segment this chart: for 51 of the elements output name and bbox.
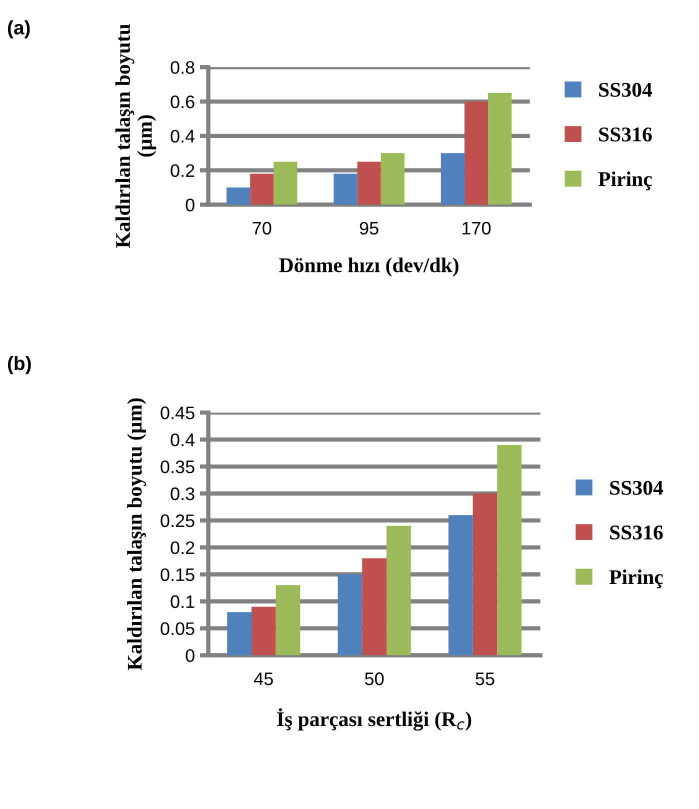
y-tick-label: 0 (186, 198, 194, 212)
bar (251, 606, 276, 656)
bar (362, 558, 386, 656)
x-axis-title: İş parçası sertliği (R$_{c}$) (277, 708, 472, 731)
bar (440, 153, 464, 205)
x-tick-label: 70 (252, 222, 272, 235)
y-axis-title: Kaldırılan talaşın boyutu (µm) (127, 398, 146, 670)
bar (488, 92, 512, 205)
y-tick-label: 0.3 (170, 487, 194, 500)
bar (464, 102, 488, 205)
y-tick-label: 0.25 (160, 514, 194, 528)
bar (250, 174, 274, 205)
y-tick-label: 0.6 (170, 95, 194, 108)
x-tick-label: 95 (360, 222, 378, 235)
legend-label: SS316 (599, 128, 652, 142)
text: (b) (8, 356, 31, 374)
x-axis-title: Dönme hızı (dev/dk) (279, 258, 458, 277)
text: (a) (8, 20, 30, 38)
y-tick-label: 0.4 (170, 433, 195, 446)
y-tick-label: 0.4 (170, 130, 195, 143)
bar (497, 444, 522, 656)
bar (472, 493, 498, 656)
y-tick-label: 0.15 (160, 568, 194, 582)
y-tick-label: 0 (186, 649, 194, 662)
bar (227, 612, 252, 656)
y-tick-label: 0.45 (160, 406, 194, 420)
y-axis-title: Kaldırılan talaşın boyutu (µm) (115, 24, 156, 248)
bar (334, 174, 358, 205)
y-tick-label: 0.1 (170, 595, 194, 608)
legend-label: Pirinç (598, 171, 652, 190)
legend-label: Pirinç (609, 570, 663, 588)
bar (276, 585, 300, 656)
y-tick-label: 0.8 (170, 61, 194, 74)
bar (338, 574, 362, 656)
bar (380, 153, 404, 205)
y-tick-label: 0.05 (160, 622, 194, 636)
legend-label: SS316 (610, 526, 663, 540)
x-tick-label: 170 (462, 222, 491, 235)
legend-label: SS304 (599, 82, 652, 97)
bar (448, 515, 473, 656)
x-tick-label: 45 (254, 672, 273, 686)
y-tick-label: 0.35 (160, 460, 194, 474)
bar (274, 162, 298, 205)
x-tick-label: 50 (364, 672, 384, 686)
y-tick-label: 0.2 (170, 541, 194, 554)
y-tick-label: 0.2 (170, 164, 194, 178)
bar (357, 162, 381, 205)
bar (386, 526, 411, 656)
legend-label: SS304 (610, 480, 664, 495)
x-tick-label: 55 (476, 672, 494, 686)
bar (226, 187, 250, 205)
